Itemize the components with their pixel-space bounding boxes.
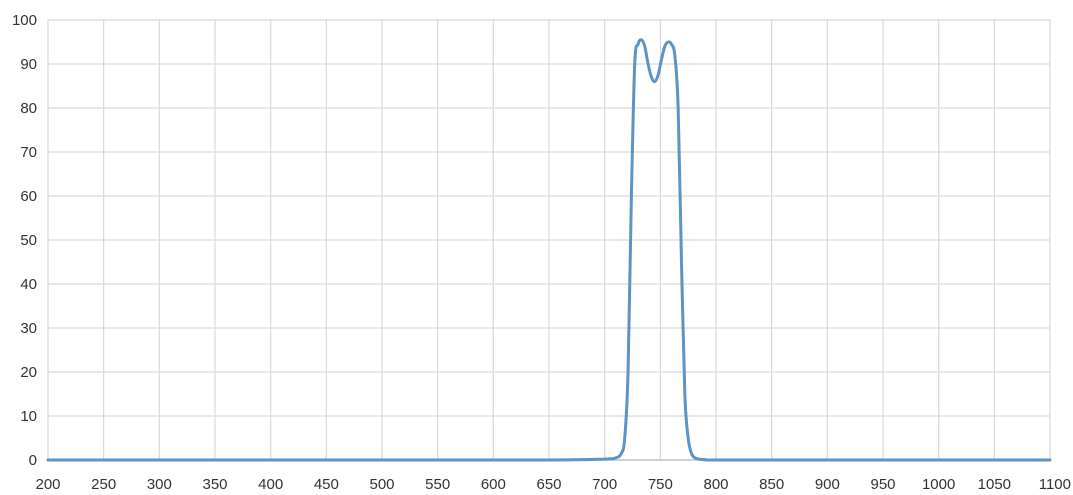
x-tick-label: 250 [91, 476, 116, 493]
x-tick-label: 1000 [922, 476, 955, 493]
y-tick-label: 50 [20, 232, 37, 249]
y-tick-label: 90 [20, 56, 37, 73]
transmission-series-line [46, 38, 1052, 462]
y-tick-label: 70 [20, 144, 37, 161]
x-tick-label: 500 [369, 476, 394, 493]
y-tick-label: 40 [20, 276, 37, 293]
x-axis-tick-labels: 200 250 300 350 400 450 500 550 600 650 700 750 800 8… [35, 476, 1071, 493]
x-tick-label: 700 [592, 476, 617, 493]
y-tick-label: 20 [20, 364, 37, 381]
series-layer [46, 38, 1052, 462]
y-tick-label: 60 [20, 188, 37, 205]
y-tick-label: 10 [20, 408, 37, 425]
x-tick-label: 850 [759, 476, 784, 493]
y-tick-label: 30 [20, 320, 37, 337]
x-tick-label: 600 [481, 476, 506, 493]
x-tick-label: 350 [202, 476, 227, 493]
x-tick-label: 550 [425, 476, 450, 493]
x-tick-label: 1050 [978, 476, 1011, 493]
y-tick-label: 80 [20, 100, 37, 117]
x-tick-label: 800 [703, 476, 728, 493]
x-tick-label: 300 [147, 476, 172, 493]
x-tick-label: 750 [648, 476, 673, 493]
x-tick-label: 900 [815, 476, 840, 493]
y-tick-label: 100 [12, 12, 37, 29]
x-tick-label: 200 [35, 476, 60, 493]
x-tick-label: 1100 [1039, 476, 1071, 493]
y-tick-label: 0 [29, 452, 37, 469]
y-axis-tick-labels: 0 10 20 30 40 50 60 70 80 90 100 [12, 12, 37, 469]
x-tick-label: 450 [314, 476, 339, 493]
x-tick-label: 400 [258, 476, 283, 493]
x-tick-label: 950 [870, 476, 895, 493]
x-tick-label: 650 [536, 476, 561, 493]
grid [47, 19, 1051, 460]
